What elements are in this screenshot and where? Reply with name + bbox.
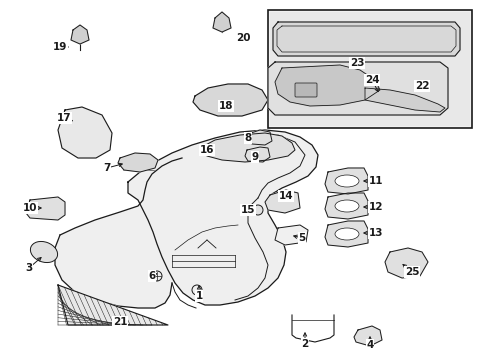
Polygon shape bbox=[58, 285, 168, 325]
Polygon shape bbox=[71, 25, 89, 44]
Text: 8: 8 bbox=[244, 133, 251, 143]
Text: 23: 23 bbox=[349, 58, 364, 68]
Polygon shape bbox=[384, 248, 427, 278]
Text: 25: 25 bbox=[404, 267, 418, 277]
Bar bbox=[267, 10, 471, 128]
Text: 21: 21 bbox=[113, 317, 127, 327]
Polygon shape bbox=[267, 62, 447, 115]
Polygon shape bbox=[264, 190, 299, 213]
Text: 9: 9 bbox=[251, 152, 258, 162]
Circle shape bbox=[437, 105, 447, 115]
Text: 14: 14 bbox=[278, 191, 293, 201]
Polygon shape bbox=[128, 130, 317, 305]
Polygon shape bbox=[26, 197, 65, 220]
Text: 5: 5 bbox=[298, 233, 305, 243]
Text: 11: 11 bbox=[368, 176, 383, 186]
Polygon shape bbox=[272, 22, 459, 56]
Text: 10: 10 bbox=[23, 203, 37, 213]
Text: 7: 7 bbox=[103, 163, 110, 173]
Polygon shape bbox=[364, 88, 444, 112]
FancyBboxPatch shape bbox=[294, 83, 316, 97]
Polygon shape bbox=[274, 65, 379, 106]
Polygon shape bbox=[325, 193, 367, 219]
Polygon shape bbox=[244, 147, 269, 162]
Polygon shape bbox=[200, 133, 294, 162]
Text: 18: 18 bbox=[218, 101, 233, 111]
Polygon shape bbox=[55, 158, 182, 308]
Polygon shape bbox=[118, 153, 158, 172]
Text: 3: 3 bbox=[25, 263, 33, 273]
Polygon shape bbox=[274, 225, 307, 245]
Polygon shape bbox=[325, 221, 367, 247]
Text: 6: 6 bbox=[148, 271, 155, 281]
Polygon shape bbox=[213, 12, 230, 32]
Text: 24: 24 bbox=[364, 75, 379, 85]
Text: 12: 12 bbox=[368, 202, 383, 212]
Ellipse shape bbox=[334, 200, 358, 212]
Text: 19: 19 bbox=[53, 42, 67, 52]
Text: 1: 1 bbox=[195, 291, 202, 301]
Bar bbox=[269, 12, 469, 126]
Polygon shape bbox=[58, 107, 112, 158]
Text: 2: 2 bbox=[301, 339, 308, 349]
Text: 16: 16 bbox=[199, 145, 214, 155]
Ellipse shape bbox=[334, 228, 358, 240]
Ellipse shape bbox=[334, 175, 358, 187]
Text: 20: 20 bbox=[235, 33, 250, 43]
Polygon shape bbox=[193, 84, 267, 116]
Polygon shape bbox=[353, 326, 381, 346]
Polygon shape bbox=[325, 168, 367, 194]
Text: 17: 17 bbox=[57, 113, 71, 123]
Text: 13: 13 bbox=[368, 228, 383, 238]
Text: 15: 15 bbox=[240, 205, 255, 215]
Polygon shape bbox=[247, 130, 271, 145]
Text: 22: 22 bbox=[414, 81, 428, 91]
Text: 4: 4 bbox=[366, 340, 373, 350]
Ellipse shape bbox=[30, 242, 58, 262]
Circle shape bbox=[252, 205, 263, 215]
